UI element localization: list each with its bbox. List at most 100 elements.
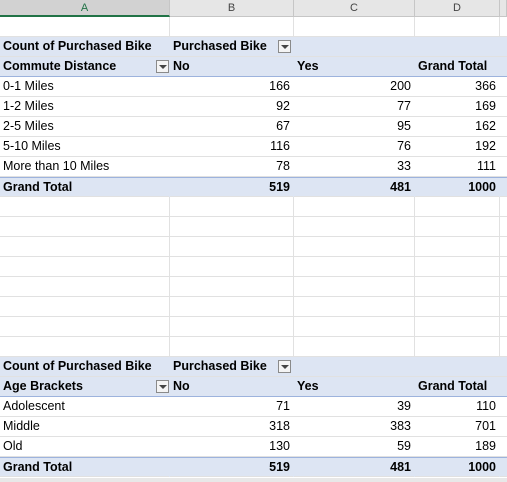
value-yes[interactable]: 200 — [294, 77, 415, 96]
cell[interactable] — [294, 217, 415, 236]
pivot2-col-no[interactable]: No — [170, 377, 294, 396]
value-total[interactable]: 366 — [415, 77, 500, 96]
cell[interactable] — [170, 197, 294, 216]
value-no[interactable]: 92 — [170, 97, 294, 116]
cell[interactable] — [170, 17, 294, 36]
value-no[interactable]: 318 — [170, 417, 294, 436]
pivot1-column-filter-button[interactable] — [278, 40, 291, 53]
cell[interactable] — [294, 197, 415, 216]
grand-total-total[interactable]: 1000 — [415, 178, 500, 197]
value-total[interactable]: 169 — [415, 97, 500, 116]
row-label[interactable]: 1-2 Miles — [0, 97, 170, 116]
cell[interactable] — [0, 197, 170, 216]
value-yes[interactable]: 76 — [294, 137, 415, 156]
cell[interactable] — [170, 297, 294, 316]
grand-total-yes[interactable]: 481 — [294, 178, 415, 197]
cell[interactable] — [170, 277, 294, 296]
value-no[interactable]: 71 — [170, 397, 294, 416]
grand-total-label[interactable]: Grand Total — [0, 178, 170, 197]
value-yes[interactable]: 33 — [294, 157, 415, 176]
value-no[interactable]: 78 — [170, 157, 294, 176]
cell[interactable] — [170, 237, 294, 256]
cell[interactable] — [415, 237, 500, 256]
cell[interactable] — [415, 297, 500, 316]
pivot2-col-yes[interactable]: Yes — [294, 377, 415, 396]
pivot2-row-field-label[interactable]: Age Brackets — [0, 377, 152, 396]
value-yes[interactable]: 39 — [294, 397, 415, 416]
value-yes[interactable]: 383 — [294, 417, 415, 436]
column-header-d[interactable]: D — [415, 0, 500, 16]
column-header-e[interactable] — [500, 0, 507, 16]
value-total[interactable]: 701 — [415, 417, 500, 436]
row-label[interactable]: 5-10 Miles — [0, 137, 170, 156]
pivot1-column-field-label[interactable]: Purchased Bike — [170, 37, 270, 56]
row-label[interactable]: 0-1 Miles — [0, 77, 170, 96]
grand-total-no[interactable]: 519 — [170, 458, 294, 477]
cell[interactable] — [0, 17, 170, 36]
cell[interactable] — [0, 237, 170, 256]
cell[interactable] — [415, 317, 500, 336]
cell[interactable] — [294, 237, 415, 256]
value-no[interactable]: 130 — [170, 437, 294, 456]
value-total[interactable]: 111 — [415, 157, 500, 176]
cell[interactable] — [170, 317, 294, 336]
cell[interactable] — [415, 337, 500, 356]
cell[interactable] — [294, 257, 415, 276]
grand-total-yes[interactable]: 481 — [294, 458, 415, 477]
value-yes[interactable]: 59 — [294, 437, 415, 456]
empty-row — [0, 337, 507, 357]
grand-total-total[interactable]: 1000 — [415, 458, 500, 477]
cell[interactable] — [0, 317, 170, 336]
row-label[interactable]: 2-5 Miles — [0, 117, 170, 136]
cell[interactable] — [294, 317, 415, 336]
value-yes[interactable]: 77 — [294, 97, 415, 116]
pivot1-col-yes[interactable]: Yes — [294, 57, 415, 76]
cell[interactable] — [415, 217, 500, 236]
cell[interactable] — [0, 277, 170, 296]
value-yes[interactable]: 95 — [294, 117, 415, 136]
row-label[interactable]: Middle — [0, 417, 170, 436]
pivot1-col-grand-total[interactable]: Grand Total — [415, 57, 500, 76]
value-total[interactable]: 162 — [415, 117, 500, 136]
cell[interactable] — [415, 277, 500, 296]
column-header-a[interactable]: A — [0, 0, 170, 17]
value-no[interactable]: 116 — [170, 137, 294, 156]
cell[interactable] — [0, 337, 170, 356]
cell[interactable] — [415, 17, 500, 36]
pivot2-row-filter-button[interactable] — [156, 380, 169, 393]
cell[interactable] — [0, 257, 170, 276]
pivot2-column-field-label[interactable]: Purchased Bike — [170, 357, 270, 376]
pivot2-col-grand-total[interactable]: Grand Total — [415, 377, 500, 396]
pivot2-grand-total-row: Grand Total 519 481 1000 — [0, 457, 507, 477]
column-header-c[interactable]: C — [294, 0, 415, 16]
grand-total-label[interactable]: Grand Total — [0, 458, 170, 477]
pivot2-measure-label[interactable]: Count of Purchased Bike — [0, 357, 170, 376]
cell[interactable] — [415, 257, 500, 276]
row-label[interactable]: More than 10 Miles — [0, 157, 170, 176]
cell[interactable] — [0, 297, 170, 316]
grand-total-no[interactable]: 519 — [170, 178, 294, 197]
cell[interactable] — [170, 337, 294, 356]
cell[interactable] — [294, 337, 415, 356]
cell[interactable] — [0, 217, 170, 236]
value-total[interactable]: 110 — [415, 397, 500, 416]
cell[interactable] — [170, 217, 294, 236]
cell[interactable] — [170, 257, 294, 276]
row-label[interactable]: Old — [0, 437, 170, 456]
pivot1-measure-label[interactable]: Count of Purchased Bike — [0, 37, 170, 56]
pivot1-row-field-label[interactable]: Commute Distance — [0, 57, 152, 76]
row-label[interactable]: Adolescent — [0, 397, 170, 416]
pivot2-column-filter-button[interactable] — [278, 360, 291, 373]
value-total[interactable]: 192 — [415, 137, 500, 156]
value-no[interactable]: 67 — [170, 117, 294, 136]
cell[interactable] — [294, 17, 415, 36]
value-total[interactable]: 189 — [415, 437, 500, 456]
table-row: Old 130 59 189 — [0, 437, 507, 457]
column-header-b[interactable]: B — [170, 0, 294, 16]
cell[interactable] — [294, 277, 415, 296]
pivot1-row-filter-button[interactable] — [156, 60, 169, 73]
pivot1-col-no[interactable]: No — [170, 57, 294, 76]
cell[interactable] — [294, 297, 415, 316]
cell[interactable] — [415, 197, 500, 216]
value-no[interactable]: 166 — [170, 77, 294, 96]
